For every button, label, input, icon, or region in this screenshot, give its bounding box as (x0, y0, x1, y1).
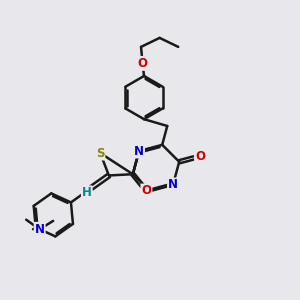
Text: O: O (141, 184, 152, 197)
Text: O: O (195, 150, 205, 163)
Text: N: N (134, 145, 144, 158)
Text: N: N (35, 223, 45, 236)
Text: H: H (82, 186, 92, 199)
Text: O: O (137, 57, 148, 70)
Text: S: S (96, 147, 104, 160)
Text: N: N (168, 178, 178, 191)
